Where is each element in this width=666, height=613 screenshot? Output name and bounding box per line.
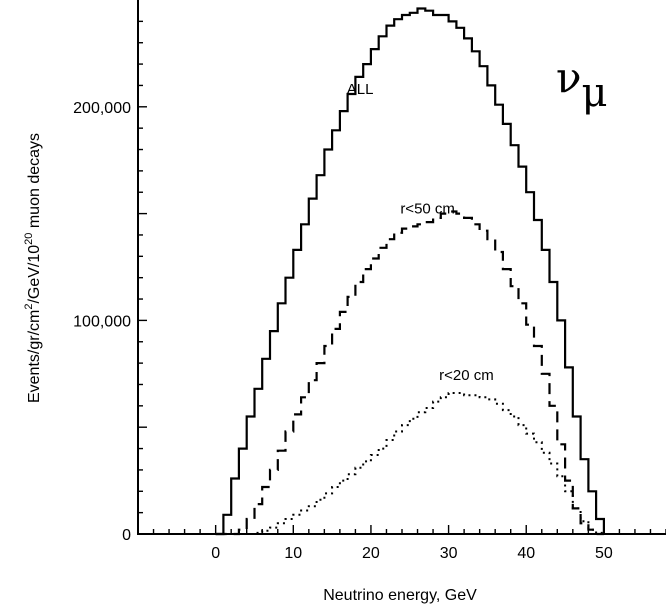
y-tick-label: 200,000 (73, 100, 131, 117)
series-line-solid (215, 7, 605, 536)
x-tick-label: 50 (595, 545, 613, 562)
y-tick-label: 100,000 (73, 313, 131, 330)
x-tick-label: 10 (284, 545, 302, 562)
series-line-dotted (215, 392, 605, 535)
y-axis-title-sup-b: 20 (23, 233, 35, 245)
series-annotation: r<20 cm (439, 367, 494, 384)
particle-subscript: μ (582, 70, 608, 116)
series-annotations: ALL r<50 cm r<20 cm (347, 81, 494, 384)
particle-label: νμ (556, 53, 608, 116)
series-annotation: r<50 cm (400, 201, 455, 218)
y-tick-label: 0 (122, 527, 131, 544)
x-tick-label: 40 (517, 545, 535, 562)
x-tick-label: 30 (440, 545, 458, 562)
series-line-dashed (215, 210, 604, 536)
x-axis-title: Neutrino energy, GeV (323, 587, 477, 604)
y-axis-title-part-c: muon decays (26, 133, 43, 233)
y-axis-title-part-a: Events/gr/cm (26, 310, 43, 403)
tick-labels: 0 10 20 30 40 50 0 100,000 200,000 (73, 100, 613, 562)
y-axis-title-part-b: /GeV/10 (26, 245, 43, 304)
x-tick-label: 20 (362, 545, 380, 562)
particle-symbol: ν (556, 53, 582, 102)
y-axis-title-sup-a: 2 (23, 304, 35, 310)
series-lines (215, 7, 605, 536)
y-axis-title: Events/gr/cm2/GeV/1020 muon decays (23, 133, 43, 403)
x-tick-label: 0 (211, 545, 220, 562)
axis-ticks (137, 20, 666, 534)
series-annotation: ALL (347, 81, 374, 98)
